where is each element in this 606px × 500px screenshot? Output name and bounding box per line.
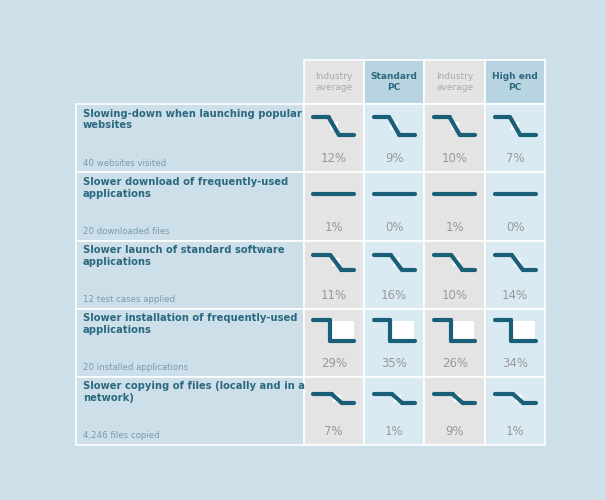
Bar: [485, 172, 545, 240]
Bar: [514, 395, 522, 402]
Bar: [485, 308, 545, 377]
Bar: [364, 172, 424, 240]
Text: 7%: 7%: [324, 425, 343, 438]
Bar: [513, 258, 521, 266]
Bar: [424, 240, 485, 308]
Text: 40 websites visited: 40 websites visited: [83, 159, 166, 168]
Bar: [453, 258, 461, 266]
Bar: [304, 104, 364, 172]
Bar: [332, 258, 339, 266]
Text: 14%: 14%: [502, 289, 528, 302]
Bar: [304, 172, 364, 240]
Text: 9%: 9%: [385, 152, 404, 166]
Bar: [485, 104, 545, 172]
Text: 26%: 26%: [442, 357, 468, 370]
Bar: [76, 104, 304, 172]
Text: 1%: 1%: [385, 425, 404, 438]
Text: 29%: 29%: [321, 357, 347, 370]
Text: Industry
average: Industry average: [315, 72, 352, 92]
Text: Industry
average: Industry average: [436, 72, 473, 92]
Text: Slower installation of frequently-used
applications: Slower installation of frequently-used a…: [83, 314, 298, 335]
Bar: [390, 122, 398, 130]
Text: High end
PC: High end PC: [492, 72, 538, 92]
Text: 34%: 34%: [502, 357, 528, 370]
Bar: [330, 322, 353, 340]
Text: 10%: 10%: [442, 289, 468, 302]
Bar: [454, 395, 462, 402]
Bar: [393, 258, 400, 266]
Bar: [364, 104, 424, 172]
Bar: [364, 240, 424, 308]
Text: 4,246 files copied: 4,246 files copied: [83, 432, 159, 440]
Text: 16%: 16%: [381, 289, 407, 302]
Bar: [424, 172, 485, 240]
Bar: [304, 308, 364, 377]
Bar: [451, 122, 459, 130]
Text: Slower download of frequently-used
applications: Slower download of frequently-used appli…: [83, 177, 288, 199]
Bar: [76, 377, 304, 445]
Bar: [76, 308, 304, 377]
Bar: [424, 308, 485, 377]
Bar: [364, 308, 424, 377]
Text: 12 test cases applied: 12 test cases applied: [83, 295, 175, 304]
Text: 11%: 11%: [321, 289, 347, 302]
Bar: [424, 104, 485, 172]
Bar: [304, 377, 364, 445]
Bar: [424, 377, 485, 445]
Text: 20 downloaded files: 20 downloaded files: [83, 227, 170, 236]
Text: Slower launch of standard software
applications: Slower launch of standard software appli…: [83, 245, 284, 267]
Text: 0%: 0%: [506, 220, 524, 234]
Bar: [451, 322, 474, 340]
Text: 12%: 12%: [321, 152, 347, 166]
Text: 1%: 1%: [324, 220, 343, 234]
Bar: [304, 240, 364, 308]
Text: Slower copying of files (locally and in a
network): Slower copying of files (locally and in …: [83, 382, 305, 403]
Bar: [364, 60, 424, 104]
Bar: [304, 60, 364, 104]
Text: 0%: 0%: [385, 220, 404, 234]
Bar: [485, 377, 545, 445]
Text: Slowing-down when launching popular
websites: Slowing-down when launching popular webs…: [83, 109, 302, 130]
Bar: [330, 122, 338, 130]
Text: 1%: 1%: [506, 425, 524, 438]
Bar: [511, 122, 519, 130]
Bar: [391, 322, 414, 340]
Text: 10%: 10%: [442, 152, 468, 166]
Bar: [485, 60, 545, 104]
Text: Standard
PC: Standard PC: [371, 72, 418, 92]
Bar: [364, 377, 424, 445]
Bar: [333, 395, 341, 402]
Text: 1%: 1%: [445, 220, 464, 234]
Text: 9%: 9%: [445, 425, 464, 438]
Bar: [76, 240, 304, 308]
Bar: [485, 240, 545, 308]
Bar: [76, 172, 304, 240]
Text: 35%: 35%: [381, 357, 407, 370]
Bar: [512, 322, 535, 340]
Text: 20 installed applications: 20 installed applications: [83, 363, 188, 372]
Bar: [394, 395, 401, 402]
Text: 7%: 7%: [506, 152, 524, 166]
Bar: [424, 60, 485, 104]
